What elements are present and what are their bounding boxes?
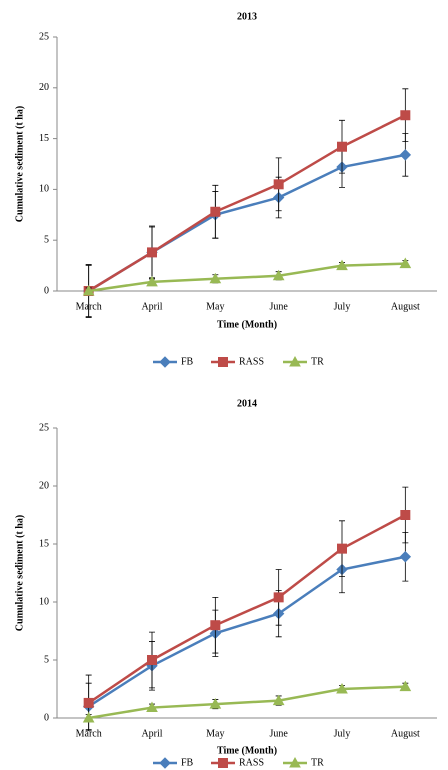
y-tick-label: 0 — [44, 285, 49, 296]
data-point — [209, 698, 222, 709]
y-axis-label: Cumulative sediment (t ha) — [14, 106, 25, 222]
y-tick-label: 25 — [39, 422, 49, 433]
x-tick-label: May — [206, 301, 224, 312]
data-point — [399, 551, 412, 563]
x-axis-label: Time (Month) — [217, 319, 277, 330]
legend-marker — [218, 758, 228, 768]
legend-label: RASS — [239, 757, 264, 768]
y-tick-label: 5 — [44, 234, 49, 245]
data-point — [209, 272, 222, 284]
data-point — [272, 269, 285, 281]
x-tick-label: July — [334, 728, 351, 739]
data-point — [337, 543, 347, 554]
legend-marker — [159, 757, 171, 769]
y-axis-label: Cumulative sediment (t ha) — [14, 515, 25, 631]
data-point — [399, 149, 412, 161]
series-line — [88, 153, 406, 293]
y-tick-label: 20 — [39, 480, 49, 491]
legend-label: FB — [181, 757, 194, 768]
data-point — [146, 701, 158, 713]
series-line — [87, 555, 406, 708]
data-point — [82, 711, 95, 723]
chart-title: 2013 — [237, 11, 257, 22]
data-point — [336, 682, 348, 694]
data-point — [82, 284, 95, 296]
legend-marker — [218, 357, 228, 367]
legend-marker — [289, 756, 301, 768]
series-line — [88, 262, 406, 293]
x-tick-label: August — [391, 728, 420, 739]
x-tick-label: May — [206, 728, 224, 739]
data-point — [400, 110, 411, 121]
data-point — [272, 694, 285, 706]
y-tick-label: 10 — [39, 596, 49, 607]
series-line — [88, 114, 406, 293]
data-point — [146, 275, 158, 287]
data-point — [147, 247, 157, 258]
data-point — [337, 141, 347, 152]
x-tick-label: August — [391, 301, 420, 312]
x-tick-label: June — [269, 301, 288, 312]
data-point — [210, 206, 221, 217]
data-point — [273, 179, 284, 190]
data-point — [83, 697, 94, 708]
x-tick-label: March — [76, 728, 102, 739]
legend-label: TR — [311, 757, 324, 768]
x-axis-label: Time (Month) — [217, 745, 277, 756]
legend-label: RASS — [239, 356, 264, 367]
legend-label: TR — [311, 356, 324, 367]
x-tick-label: April — [141, 728, 162, 739]
data-point — [273, 592, 284, 603]
data-point — [400, 510, 411, 520]
series-line — [87, 513, 406, 704]
legend-marker — [159, 356, 171, 368]
chart-title: 2014 — [237, 398, 257, 409]
legend-marker — [289, 355, 301, 367]
y-tick-label: 25 — [39, 31, 49, 42]
series-line — [88, 685, 406, 720]
y-tick-label: 10 — [39, 184, 49, 195]
data-point — [399, 257, 412, 269]
data-point — [336, 259, 348, 271]
data-point — [210, 620, 221, 631]
y-tick-label: 5 — [44, 654, 49, 665]
legend-label: FB — [181, 356, 194, 367]
x-tick-label: April — [141, 301, 162, 312]
x-tick-label: July — [334, 301, 351, 312]
data-point — [399, 680, 412, 692]
data-point — [147, 655, 157, 665]
x-tick-label: June — [269, 728, 288, 739]
y-tick-label: 20 — [39, 82, 49, 93]
y-tick-label: 15 — [39, 133, 49, 144]
y-tick-label: 15 — [39, 538, 49, 549]
y-tick-label: 0 — [44, 712, 49, 723]
